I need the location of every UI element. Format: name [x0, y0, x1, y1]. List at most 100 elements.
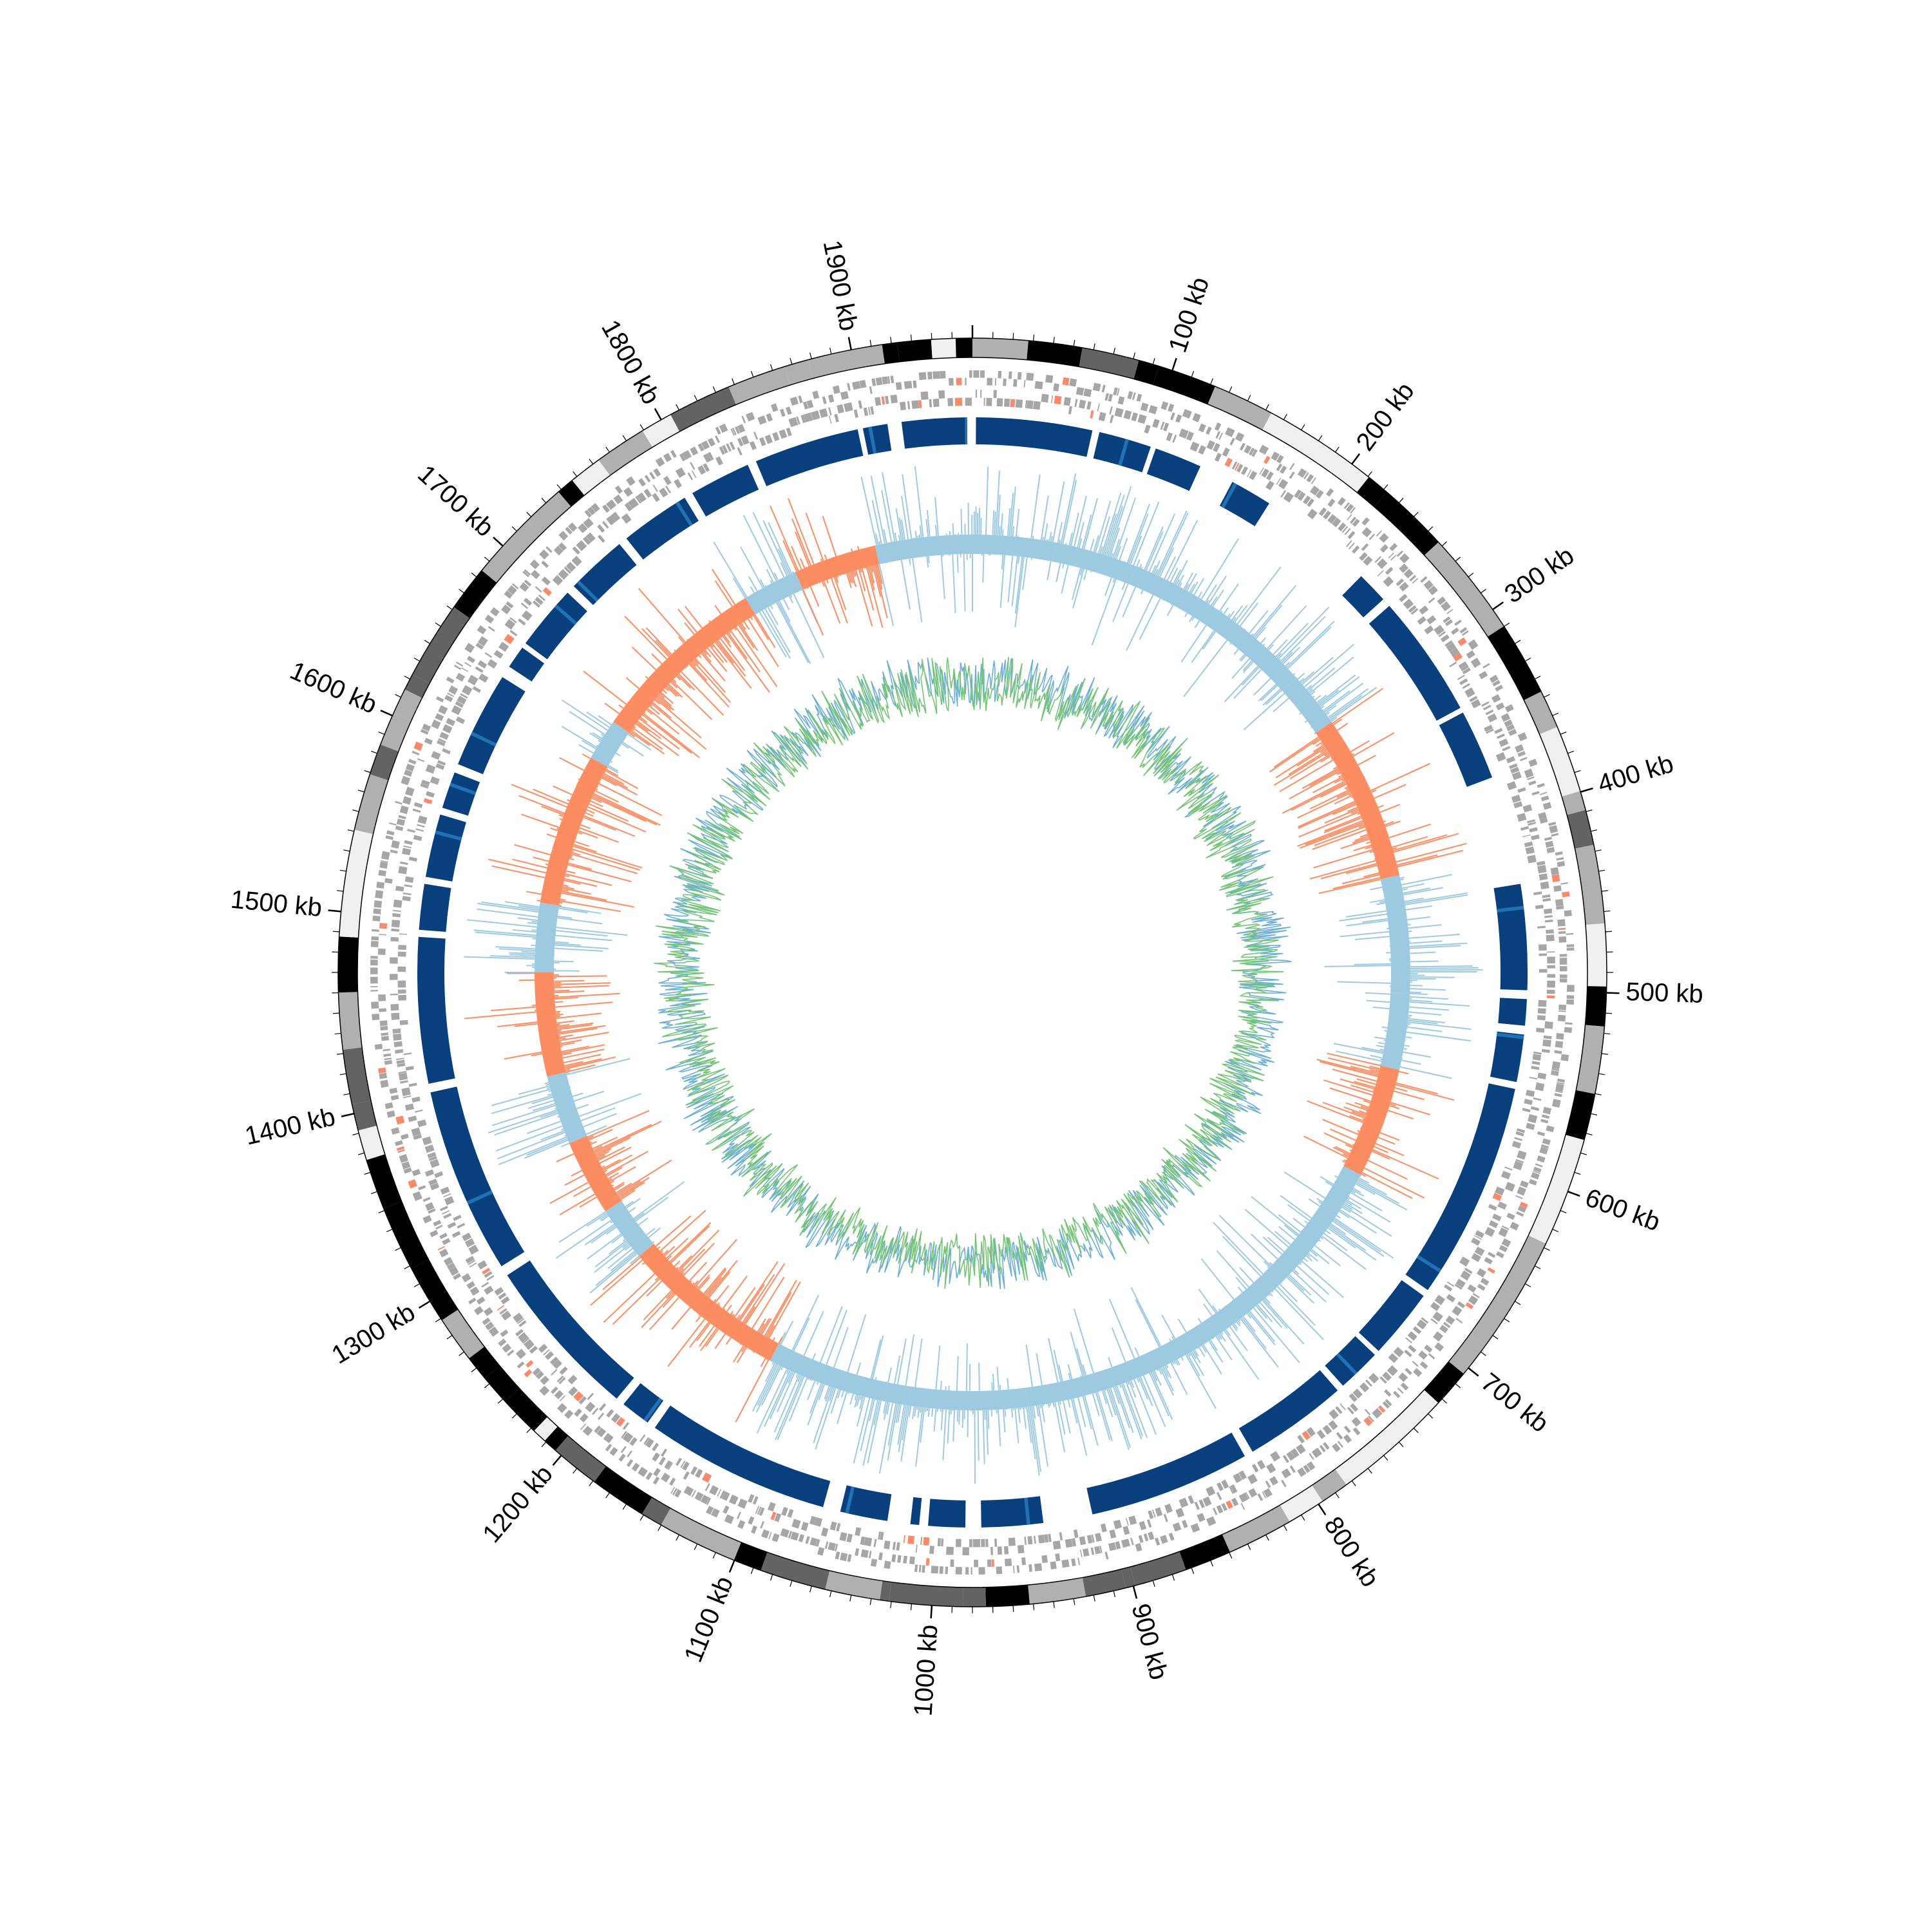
gc-skew-spike: [753, 615, 769, 640]
gene-feature: [1309, 1453, 1314, 1460]
gene-feature: [443, 1213, 452, 1219]
gc-skew-spike: [596, 744, 598, 747]
gc-skew-spike: [1108, 486, 1132, 556]
gc-skew-spike: [1060, 473, 1077, 544]
gc-skew-spike: [1152, 1371, 1158, 1381]
gc-skew-spike: [560, 1039, 582, 1045]
gc-skew-spike: [1175, 579, 1180, 585]
gc-skew-spike: [1283, 1171, 1326, 1199]
gc-skew-spike: [597, 1154, 605, 1160]
ideogram-band: [411, 1259, 459, 1320]
gene-feature: [1365, 1379, 1372, 1387]
gene-feature: [1343, 502, 1350, 509]
gene-feature: [828, 1542, 836, 1551]
gene-feature: [1535, 904, 1544, 909]
gene-feature: [1101, 384, 1106, 393]
gc-skew-spike: [710, 645, 714, 649]
gc-skew-spike: [531, 1053, 542, 1057]
gene-feature: [462, 1233, 472, 1242]
gc-skew-spike: [1036, 1405, 1039, 1417]
gene-feature: [1464, 1267, 1473, 1274]
gc-skew-spike: [860, 569, 862, 573]
gc-skew-spike: [713, 542, 748, 598]
gc-skew-spike: [1357, 813, 1360, 815]
gene-feature: [1506, 1213, 1515, 1220]
gc-skew-spike: [775, 1376, 803, 1441]
gene-feature: [415, 1109, 423, 1113]
gc-skew-spike: [1352, 837, 1369, 844]
gc-skew-spike: [714, 1285, 730, 1303]
gc-skew-spike: [554, 1108, 556, 1110]
gc-skew-spike: [562, 887, 592, 895]
gene-feature: [652, 1452, 660, 1462]
gc-skew-spike: [1312, 776, 1343, 793]
gene-feature: [726, 443, 732, 452]
gene-feature: [1409, 574, 1417, 582]
gc-skew-spike: [1183, 573, 1194, 589]
minor-tick: [1468, 573, 1474, 578]
gene-feature: [1465, 1302, 1474, 1310]
gene-feature: [1170, 412, 1175, 421]
synteny-block: [1219, 482, 1269, 527]
synteny-block: [507, 1260, 634, 1399]
gene-feature: [1168, 403, 1175, 412]
gene-feature: [417, 815, 428, 824]
gene-feature: [391, 1127, 400, 1135]
gene-feature: [1263, 1488, 1273, 1498]
gc-skew-spike: [1404, 1045, 1410, 1047]
gc-skew-spike: [1098, 516, 1110, 554]
ideogram-band: [670, 386, 736, 432]
gene-feature: [413, 741, 424, 752]
gc-skew-spike: [559, 757, 585, 772]
gc-skew-spike: [853, 571, 857, 576]
ideogram-band: [661, 1508, 741, 1560]
gc-skew-spike: [1255, 627, 1266, 639]
synteny-block-highlight: [435, 830, 462, 841]
gene-feature: [444, 1196, 455, 1206]
gene-feature: [1248, 1488, 1258, 1498]
gene-feature: [937, 1538, 941, 1547]
gc-skew-spike: [583, 1113, 617, 1128]
gc-skew-spike: [755, 1365, 781, 1413]
gene-feature: [454, 665, 462, 670]
gc-skew-spike: [708, 620, 711, 623]
gc-skew-spike: [818, 1384, 826, 1400]
gene-feature: [715, 426, 721, 435]
gene-feature: [1517, 787, 1526, 793]
gene-feature: [933, 371, 940, 379]
gene-feature: [1008, 1537, 1016, 1546]
ideogram-band: [383, 1201, 429, 1269]
gc-skew-spike: [666, 686, 677, 697]
minor-tick: [694, 1544, 698, 1550]
gene-feature: [379, 934, 386, 936]
gc-skew-spike: [654, 699, 661, 705]
gc-skew-spike: [718, 1304, 721, 1306]
gc-skew-spike: [1362, 1118, 1365, 1121]
gene-feature: [1136, 393, 1142, 402]
gene-feature: [391, 920, 401, 928]
minor-tick: [1383, 484, 1388, 490]
gene-feature: [1492, 1193, 1502, 1201]
gc-skew-spike: [1084, 1396, 1099, 1446]
gc-skew-spike: [592, 732, 603, 739]
gc-skew-spike: [1403, 1051, 1431, 1058]
gene-feature: [655, 457, 665, 467]
gc-skew-spike: [643, 1290, 672, 1321]
gc-skew-spike: [925, 1408, 927, 1412]
gene-feature: [468, 1298, 477, 1305]
gene-feature: [1524, 768, 1534, 779]
gene-feature: [1361, 517, 1370, 526]
gene-feature: [665, 486, 671, 494]
gene-feature: [558, 542, 567, 551]
gene-feature: [609, 1446, 618, 1456]
gc-skew-spike: [497, 1021, 538, 1028]
gc-skew-spike: [882, 471, 896, 542]
gene-feature: [956, 377, 962, 386]
gc-skew-spike: [1342, 1205, 1392, 1237]
gene-feature: [1247, 469, 1252, 477]
gene-feature: [1095, 1533, 1102, 1542]
gene-feature: [1217, 1492, 1222, 1501]
gene-feature: [1327, 498, 1336, 507]
gc-skew-spike: [1383, 820, 1387, 822]
major-tick: [493, 536, 504, 547]
